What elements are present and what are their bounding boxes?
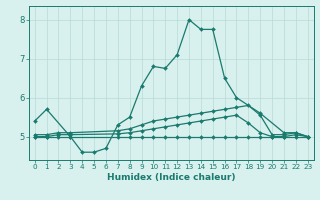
X-axis label: Humidex (Indice chaleur): Humidex (Indice chaleur) (107, 173, 236, 182)
